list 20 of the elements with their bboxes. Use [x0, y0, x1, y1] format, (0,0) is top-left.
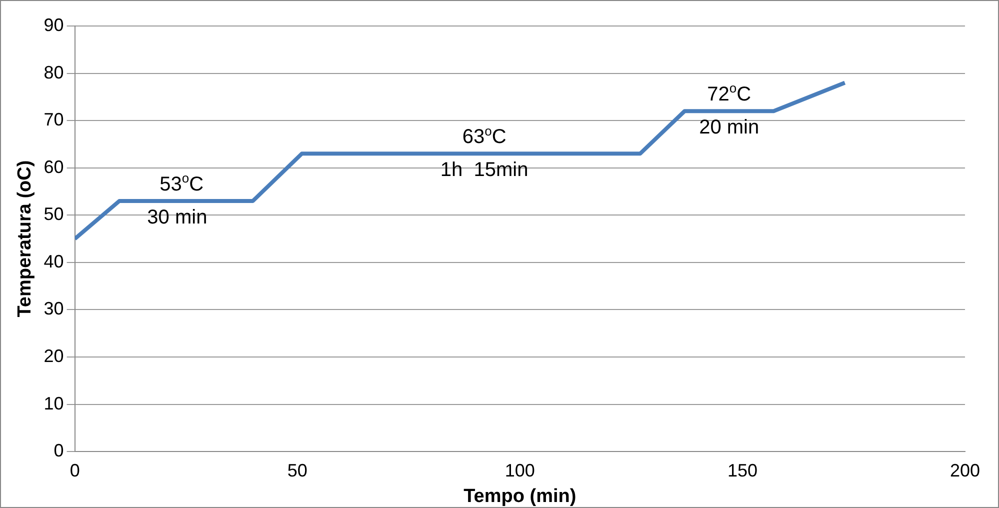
annotation: 1h 15min — [440, 159, 528, 182]
annotation: 20 min — [699, 116, 760, 139]
x-tick-label: 150 — [727, 460, 758, 480]
y-tick-label: 20 — [44, 346, 64, 366]
y-tick-label: 80 — [44, 62, 64, 82]
y-tick-label: 70 — [44, 110, 64, 130]
y-tick-label: 90 — [44, 14, 64, 35]
y-tick-label: 60 — [44, 156, 64, 177]
y-tick-label: 40 — [44, 251, 64, 272]
x-tick-label: 50 — [287, 460, 308, 480]
y-tick-label: 30 — [44, 298, 64, 319]
y-axis-title: Temperatura (oC) — [14, 160, 36, 318]
x-tick-label: 100 — [504, 460, 535, 480]
x-axis-title: Tempo (min) — [464, 486, 576, 507]
x-tick-label: 200 — [950, 460, 980, 480]
annotation: 30 min — [147, 206, 208, 228]
y-tick-label: 10 — [44, 393, 64, 414]
x-tick-label: 0 — [70, 460, 80, 480]
y-tick-label: 50 — [44, 204, 64, 224]
y-tick-label: 0 — [54, 440, 64, 461]
